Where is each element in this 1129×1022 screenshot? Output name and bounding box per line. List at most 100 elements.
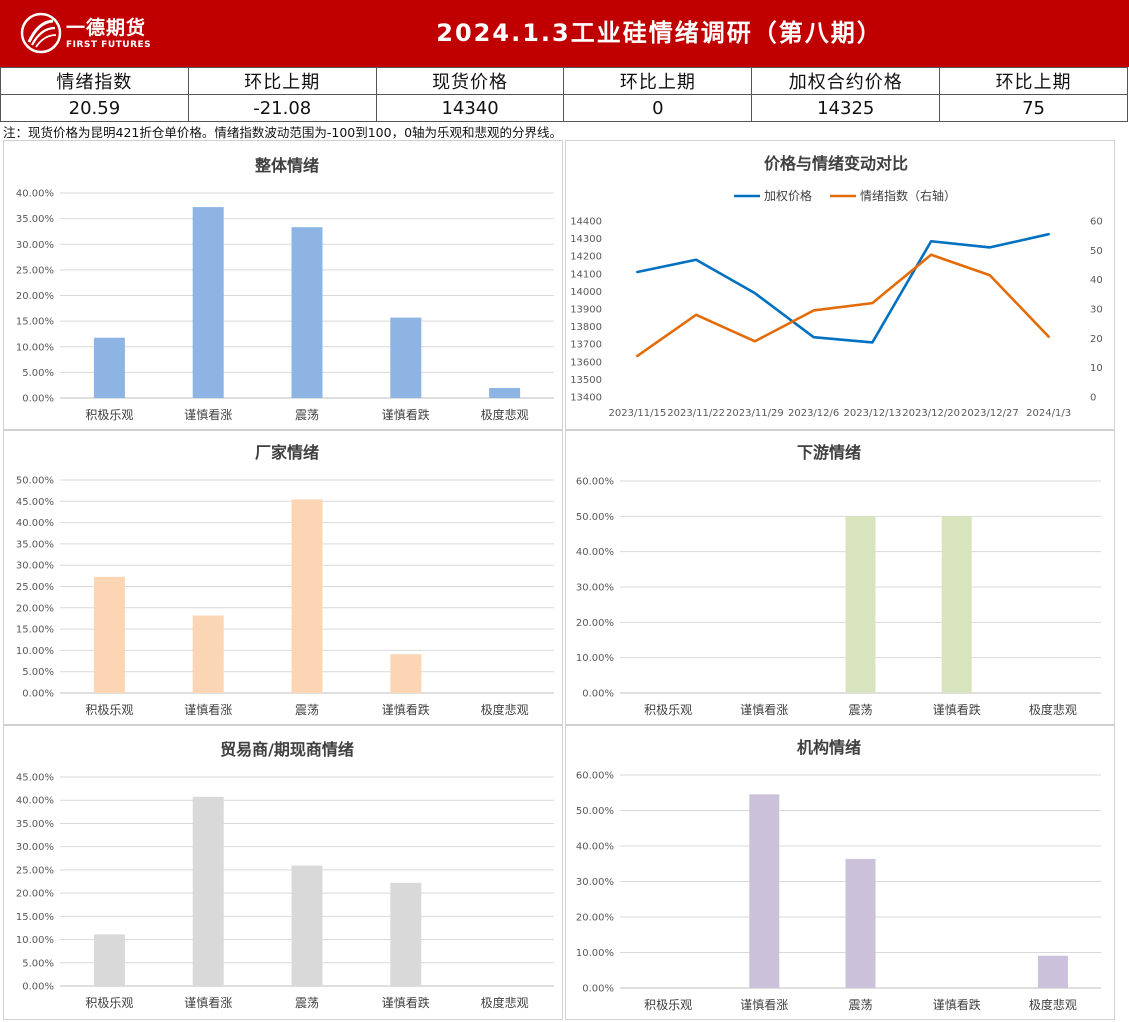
y-tick-label: 10.00% — [16, 646, 54, 657]
logo-text-cn: 一德期货 — [66, 17, 147, 39]
y-tick-label: 45.00% — [16, 773, 54, 784]
x-date-label: 2023/12/13 — [844, 408, 902, 419]
y-tick-label: 15.00% — [16, 912, 54, 923]
footnote: 注：现货价格为昆明421折仓单价格。情绪指数波动范围为-100到100，0轴为乐… — [3, 125, 563, 140]
y-right-tick-label: 30 — [1090, 305, 1103, 316]
chart-panel-price-vs-sentiment: 价格与情绪变动对比 13400 13500 13600 13700 13800 13900 1… — [565, 140, 1115, 430]
y-tick-label: 50.00% — [576, 806, 614, 817]
summary-value-row: 20.59 -21.08 14340 0 14325 75 — [0, 94, 1128, 122]
institution-sentiment-chart: 机构情绪 0.00% 10.00% 20.00% 30.00% 40.00% 50.00% 6… — [576, 738, 1101, 1012]
y-tick-label: 40.00% — [16, 518, 54, 529]
y-tick-label: 10.00% — [16, 935, 54, 946]
summary-value-cell: -21.08 — [187, 94, 377, 122]
x-date-label: 2023/11/22 — [667, 408, 725, 419]
legend-label: 情绪指数（右轴） — [860, 188, 956, 203]
y-left-tick-label: 14300 — [570, 234, 602, 245]
y-tick-label: 35.00% — [16, 214, 54, 225]
y-tick-label: 5.00% — [22, 958, 54, 969]
y-tick-label: 0.00% — [22, 394, 54, 405]
bar — [390, 882, 422, 986]
y-right-tick-label: 50 — [1090, 246, 1103, 257]
y-tick-label: 25.00% — [16, 865, 54, 876]
producer-sentiment-chart: 厂家情绪 0.00% 5.00% 10.00% 15.00% 20.00% 25.00% 30… — [16, 443, 554, 717]
x-category-label: 极度悲观 — [1029, 997, 1077, 1012]
x-category-label: 极度悲观 — [481, 995, 529, 1010]
bar — [291, 499, 323, 693]
y-left-tick-label: 13500 — [570, 375, 602, 386]
x-category-label: 震荡 — [295, 996, 319, 1010]
logo-text-en: FIRST FUTURES — [66, 40, 152, 50]
x-date-label: 2024/1/3 — [1026, 408, 1071, 419]
bar — [941, 516, 972, 693]
x-category-label: 积极乐观 — [85, 703, 133, 717]
y-left-tick-label: 13400 — [570, 393, 602, 404]
y-tick-label: 0.00% — [22, 982, 54, 993]
x-category-label: 震荡 — [848, 703, 872, 717]
y-tick-label: 30.00% — [16, 240, 54, 251]
summary-header-cell: 环比上期 — [939, 67, 1128, 95]
x-category-label: 谨慎看跌 — [933, 997, 981, 1012]
chart-panel-downstream: 下游情绪 0.00% 10.00% 20.00% 30.00% 40.00% 50.00% 6… — [565, 430, 1115, 725]
x-category-label: 震荡 — [295, 408, 319, 422]
x-category-label: 震荡 — [295, 703, 319, 717]
y-tick-label: 60.00% — [576, 771, 614, 782]
logo-emblem-icon — [20, 12, 62, 54]
y-tick-label: 15.00% — [16, 317, 54, 328]
summary-value-cell: 75 — [939, 94, 1128, 122]
y-left-tick-label: 13700 — [570, 340, 602, 351]
y-tick-label: 60.00% — [576, 477, 614, 488]
x-category-label: 积极乐观 — [85, 408, 133, 422]
x-category-label: 极度悲观 — [1029, 702, 1077, 717]
company-logo: 一德期货 FIRST FUTURES — [18, 8, 178, 60]
y-left-tick-label: 13900 — [570, 305, 602, 316]
summary-header-cell: 情绪指数 — [0, 67, 189, 95]
y-tick-label: 40.00% — [16, 796, 54, 807]
chart-panel-overall: 整体情绪 0.00% 5.00% 10.00% 15.00% 20.00% 25.00% 30… — [3, 140, 563, 430]
bar — [390, 317, 422, 398]
chart-title: 价格与情绪变动对比 — [764, 154, 908, 173]
x-category-label: 极度悲观 — [481, 702, 529, 717]
y-tick-label: 30.00% — [16, 842, 54, 853]
y-tick-label: 30.00% — [576, 583, 614, 594]
y-tick-label: 35.00% — [16, 819, 54, 830]
x-category-label: 谨慎看涨 — [740, 997, 788, 1012]
y-right-tick-label: 60 — [1090, 217, 1103, 228]
chart-panel-trader: 贸易商/期现商情绪 0.00% 5.00% 10.00% 15.00% 20.00% 25.… — [3, 725, 563, 1020]
y-tick-label: 35.00% — [16, 539, 54, 550]
header-bar: 一德期货 FIRST FUTURES 2024.1.3工业硅情绪调研（第八期） — [0, 0, 1129, 67]
x-category-label: 谨慎看跌 — [382, 407, 430, 422]
bar — [1037, 955, 1068, 988]
bar — [192, 615, 224, 693]
summary-value-cell: 20.59 — [0, 94, 189, 122]
summary-value-cell: 14340 — [375, 94, 565, 122]
chart-title: 厂家情绪 — [255, 443, 319, 462]
y-tick-label: 0.00% — [22, 689, 54, 700]
y-tick-label: 20.00% — [16, 889, 54, 900]
bar — [192, 796, 224, 986]
x-date-label: 2023/12/20 — [902, 408, 960, 419]
y-right-tick-label: 10 — [1090, 363, 1103, 374]
bar — [93, 576, 125, 693]
y-tick-label: 25.00% — [16, 265, 54, 276]
y-tick-label: 20.00% — [576, 913, 614, 924]
y-tick-label: 50.00% — [16, 476, 54, 487]
y-right-tick-label: 0 — [1090, 393, 1096, 404]
y-tick-label: 20.00% — [16, 603, 54, 614]
bar — [749, 794, 780, 988]
x-category-label: 谨慎看跌 — [933, 702, 981, 717]
y-tick-label: 5.00% — [22, 368, 54, 379]
chart-title: 机构情绪 — [797, 738, 861, 757]
x-category-label: 谨慎看涨 — [184, 995, 232, 1010]
y-tick-label: 10.00% — [576, 948, 614, 959]
chart-panel-producer: 厂家情绪 0.00% 5.00% 10.00% 15.00% 20.00% 25.00% 30… — [3, 430, 563, 725]
y-left-tick-label: 14400 — [570, 217, 602, 228]
price-sentiment-line-chart: 价格与情绪变动对比 13400 13500 13600 13700 13800 13900 1… — [570, 154, 1103, 419]
y-tick-label: 30.00% — [576, 877, 614, 888]
bar — [390, 654, 422, 693]
page-title: 2024.1.3工业硅情绪调研（第八期） — [436, 19, 883, 47]
x-category-label: 积极乐观 — [85, 996, 133, 1010]
summary-header-row: 情绪指数 环比上期 现货价格 环比上期 加权合约价格 环比上期 — [0, 67, 1128, 95]
x-category-label: 极度悲观 — [481, 407, 529, 422]
x-date-label: 2023/11/29 — [726, 408, 784, 419]
x-date-label: 2023/11/15 — [609, 408, 667, 419]
